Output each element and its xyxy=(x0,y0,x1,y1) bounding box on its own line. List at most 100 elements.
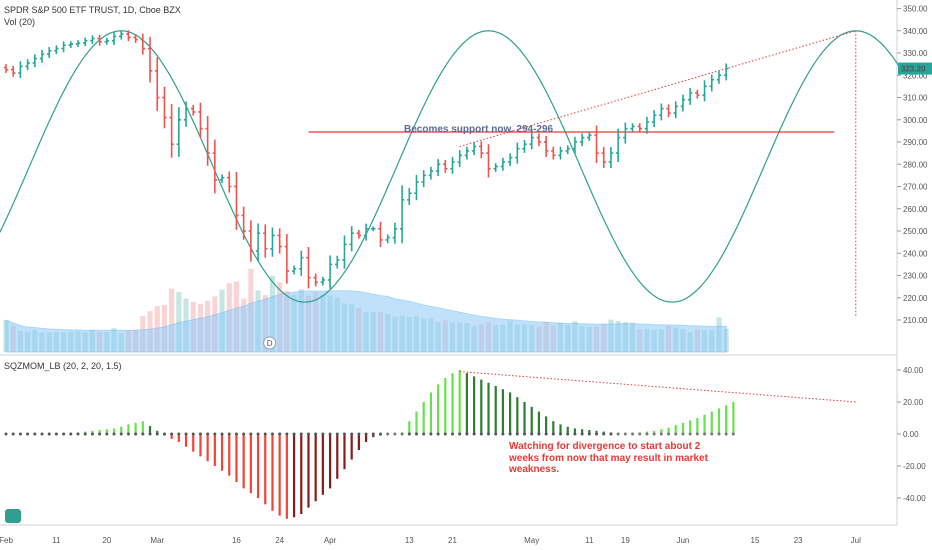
price-trendline-dotted xyxy=(459,30,856,147)
last-price-label: 323.20 xyxy=(901,65,926,74)
squeeze-dot xyxy=(595,432,599,436)
squeeze-dot xyxy=(270,432,274,436)
squeeze-dot xyxy=(443,432,447,436)
squeeze-dot xyxy=(141,432,145,436)
squeeze-dot xyxy=(422,432,426,436)
squeeze-dot xyxy=(299,432,303,436)
squeeze-dot xyxy=(652,432,656,436)
squeeze-dot xyxy=(249,432,253,436)
squeeze-dot xyxy=(321,432,325,436)
squeeze-dot xyxy=(47,432,51,436)
squeeze-dot xyxy=(263,432,267,436)
cycle-sine-curve xyxy=(0,30,900,303)
squeeze-dot xyxy=(33,432,37,436)
squeeze-dot xyxy=(674,432,678,436)
squeeze-dot xyxy=(278,432,282,436)
squeeze-dot xyxy=(18,432,22,436)
time-axis-tick-label: 19 xyxy=(621,536,630,545)
time-axis-tick-label: 23 xyxy=(794,536,803,545)
time-axis-tick-label: 15 xyxy=(751,536,760,545)
price-axis-tick-label: 270.00 xyxy=(903,183,928,192)
squeeze-dot xyxy=(602,432,606,436)
squeeze-dot xyxy=(119,432,123,436)
dividend-marker xyxy=(263,336,277,350)
squeeze-dot xyxy=(724,432,728,436)
squeeze-dot xyxy=(177,432,181,436)
squeeze-dot xyxy=(501,432,505,436)
squeeze-dot xyxy=(83,432,87,436)
squeeze-dot xyxy=(342,432,346,436)
squeeze-dot xyxy=(314,432,318,436)
squeeze-dot xyxy=(98,432,102,436)
squeeze-dot xyxy=(76,432,80,436)
time-axis-tick-label: 13 xyxy=(405,536,414,545)
cloud-icon xyxy=(5,509,21,523)
annotation-divergence-text: Watching for divergence to start about 2… xyxy=(509,441,708,475)
squeeze-dot xyxy=(472,432,476,436)
squeeze-dot xyxy=(494,432,498,436)
indicator-axis-tick-label: 40.00 xyxy=(903,366,924,375)
price-axis-tick-label: 340.00 xyxy=(903,27,928,36)
squeeze-dot xyxy=(544,432,548,436)
momentum-divergence-line xyxy=(459,371,856,403)
squeeze-dot xyxy=(717,432,721,436)
squeeze-dot xyxy=(515,432,519,436)
squeeze-dot xyxy=(364,432,368,436)
annotation-support-text: Becomes support now. 294-296 xyxy=(404,124,554,135)
squeeze-dot xyxy=(414,432,418,436)
price-axis-tick-label: 230.00 xyxy=(903,272,928,281)
squeeze-dot xyxy=(306,432,310,436)
squeeze-dot xyxy=(378,432,382,436)
squeeze-dot xyxy=(4,432,8,436)
squeeze-dot xyxy=(688,432,692,436)
volume-bar xyxy=(169,288,175,352)
indicator-axis-tick-label: 20.00 xyxy=(903,398,924,407)
squeeze-dot xyxy=(616,432,620,436)
squeeze-dot xyxy=(328,432,332,436)
squeeze-dot xyxy=(191,432,195,436)
squeeze-dot xyxy=(292,432,296,436)
squeeze-dot xyxy=(580,432,584,436)
squeeze-dot xyxy=(69,432,73,436)
squeeze-dot xyxy=(566,432,570,436)
time-axis-tick-label: Jul xyxy=(851,536,861,545)
squeeze-dot xyxy=(523,432,527,436)
price-axis-tick-label: 210.00 xyxy=(903,316,928,325)
time-axis-tick-label: Jun xyxy=(676,536,689,545)
squeeze-dot xyxy=(148,432,152,436)
squeeze-dot xyxy=(407,432,411,436)
squeeze-dot xyxy=(371,432,375,436)
price-axis-tick-label: 350.00 xyxy=(903,5,928,14)
squeeze-dot xyxy=(198,432,202,436)
squeeze-dot xyxy=(609,432,613,436)
indicator-axis-tick-label: 0.00 xyxy=(903,430,919,439)
indicator-axis-tick-label: -20.00 xyxy=(903,462,926,471)
squeeze-dot xyxy=(393,432,397,436)
time-axis-tick-label: Apr xyxy=(324,536,337,545)
squeeze-dot xyxy=(559,432,563,436)
squeeze-dot xyxy=(54,432,58,436)
price-axis-tick-label: 320.00 xyxy=(903,71,928,80)
squeeze-dot xyxy=(436,432,440,436)
squeeze-dot xyxy=(623,432,627,436)
price-axis-tick-label: 240.00 xyxy=(903,249,928,258)
squeeze-dot xyxy=(731,432,735,436)
time-axis-tick-label: Mar xyxy=(150,536,164,545)
squeeze-dot xyxy=(451,432,454,436)
squeeze-dot xyxy=(551,432,555,436)
time-axis-tick-label: 24 xyxy=(275,536,284,545)
squeeze-dot xyxy=(206,432,210,436)
squeeze-dot xyxy=(227,432,231,436)
price-axis-tick-label: 310.00 xyxy=(903,94,928,103)
price-axis-tick-label: 290.00 xyxy=(903,138,928,147)
squeeze-dot xyxy=(350,432,354,436)
indicator-title: SQZMOM_LB (20, 2, 20, 1.5) xyxy=(4,361,122,371)
price-axis-tick-label: 260.00 xyxy=(903,205,928,214)
time-axis-tick-label: 20 xyxy=(102,536,111,545)
time-axis-tick-label: 16 xyxy=(232,536,241,545)
squeeze-dot xyxy=(667,432,671,436)
squeeze-dot xyxy=(508,432,512,436)
time-axis-tick-label: May xyxy=(524,536,539,545)
